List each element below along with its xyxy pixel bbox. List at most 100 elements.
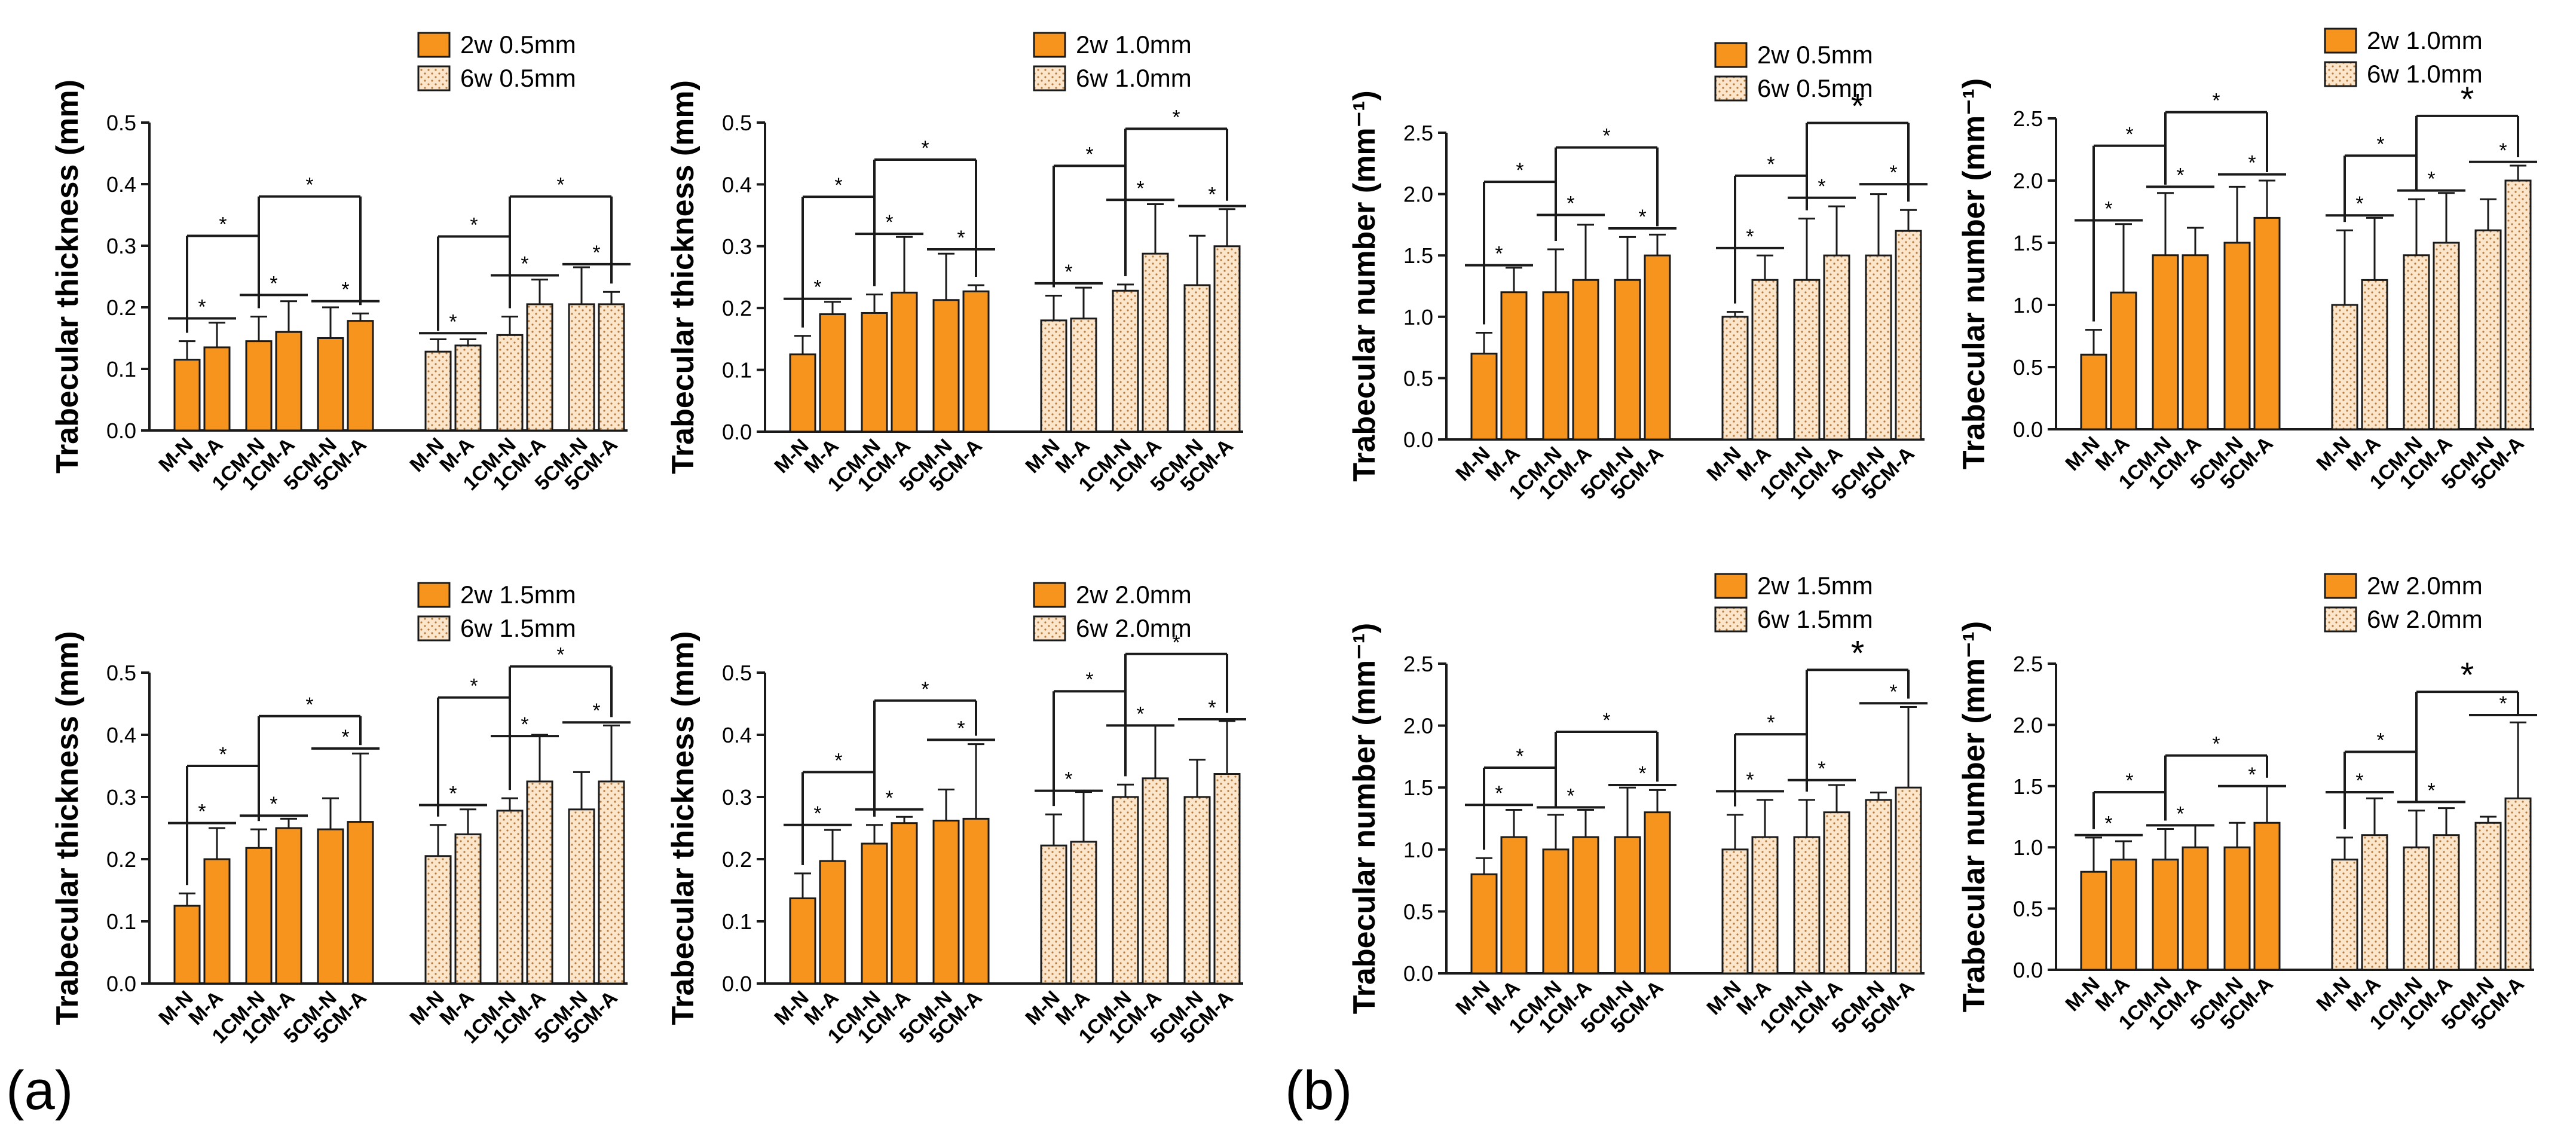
significance-star: * xyxy=(1516,745,1523,768)
legend-swatch-2w xyxy=(1033,582,1066,608)
bar-6w-m-a xyxy=(1751,279,1779,441)
bar-2w-1cm-a xyxy=(275,827,302,985)
bar-6w-1cm-n xyxy=(1112,796,1139,985)
y-axis-title: Trabecular number (mm⁻¹) xyxy=(1957,78,1991,469)
bar-2w-5cm-n xyxy=(932,299,960,433)
bar-6w-1cm-n xyxy=(1793,836,1821,975)
significance-star: * xyxy=(556,174,564,197)
significance-star: * xyxy=(521,252,528,275)
legend-swatch-2w xyxy=(1714,573,1748,599)
legend-label: 2w 1.5mm xyxy=(460,581,576,609)
bar-2w-m-n xyxy=(173,905,201,985)
bar-6w-1cm-n xyxy=(2403,846,2430,971)
bar-2w-m-a xyxy=(2110,291,2137,430)
chart-6: 0.0 0.5 1.0 1.5 2.0 2.5 Trabecular number (mm⁻… xyxy=(1957,26,2537,494)
bar-2w-1cm-a xyxy=(2182,846,2209,971)
significance-star: * xyxy=(2176,164,2184,187)
bar-6w-m-n xyxy=(424,350,452,432)
significance-star: * xyxy=(2461,80,2474,119)
y-tick-label: 2.0 xyxy=(1403,714,1433,738)
bar-2w-1cm-a xyxy=(1572,836,1599,975)
y-tick-label: 0.0 xyxy=(106,972,136,996)
significance-star: * xyxy=(1851,634,1865,673)
bar-6w-1cm-a xyxy=(2433,834,2460,971)
y-tick-label: 0.0 xyxy=(722,972,752,996)
significance-star: * xyxy=(957,227,965,249)
significance-star: * xyxy=(341,279,349,301)
significance-star: * xyxy=(1085,143,1093,166)
bar-2w-1cm-a xyxy=(891,291,918,433)
bar-2w-m-a xyxy=(203,858,231,985)
legend-swatch-6w xyxy=(1033,615,1066,642)
bar-2w-m-n xyxy=(2080,871,2107,971)
y-tick-label: 0.2 xyxy=(722,847,752,872)
significance-star: * xyxy=(1851,87,1865,126)
legend-label: 6w 2.0mm xyxy=(2367,605,2483,633)
significance-star: * xyxy=(921,678,929,701)
significance-star: * xyxy=(305,694,313,716)
bar-6w-m-n xyxy=(2331,859,2358,971)
y-tick-label: 0.3 xyxy=(722,785,752,810)
significance-star: * xyxy=(592,700,600,722)
legend-label: 6w 1.5mm xyxy=(460,614,576,642)
bar-6w-m-n xyxy=(2331,304,2358,430)
significance-star: * xyxy=(1495,243,1503,265)
legend-swatch-6w xyxy=(2324,61,2357,87)
significance-star: * xyxy=(219,213,227,236)
y-tick-label: 0.3 xyxy=(106,785,136,810)
bar-6w-1cm-a xyxy=(526,780,553,985)
significance-star: * xyxy=(2499,139,2507,162)
y-axis-title: Trabecular number (mm⁻¹) xyxy=(1347,90,1382,481)
legend-swatch-2w xyxy=(2324,573,2357,599)
bar-2w-5cm-n xyxy=(932,820,960,985)
bar-2w-m-a xyxy=(2110,859,2137,971)
bar-2w-1cm-n xyxy=(2152,859,2179,971)
bar-2w-m-n xyxy=(789,897,816,985)
significance-star: * xyxy=(470,214,478,237)
significance-star: * xyxy=(957,717,965,740)
significance-star: * xyxy=(1638,206,1646,228)
y-tick-label: 1.5 xyxy=(1403,243,1433,268)
bar-2w-5cm-a xyxy=(1644,811,1671,975)
bar-2w-m-a xyxy=(1500,836,1528,975)
bar-2w-1cm-a xyxy=(1572,279,1599,441)
bar-6w-1cm-a xyxy=(1823,811,1850,975)
bar-2w-5cm-n xyxy=(317,337,344,432)
significance-star: * xyxy=(1889,161,1897,184)
y-tick-label: 2.5 xyxy=(1403,121,1433,145)
legend-label: 2w 0.5mm xyxy=(1757,41,1873,69)
legend-swatch-6w xyxy=(1033,65,1066,91)
chart-4: 0.0 0.1 0.2 0.3 0.4 0.5 Trabecular thickness (… xyxy=(666,581,1246,1048)
significance-star: * xyxy=(1602,709,1610,732)
chart-5: 0.0 0.5 1.0 1.5 2.0 2.5 Trabecular number (mm⁻… xyxy=(1347,41,1928,504)
y-tick-label: 2.5 xyxy=(2013,106,2043,131)
significance-star: * xyxy=(1567,784,1574,807)
bar-2w-5cm-n xyxy=(1614,836,1641,975)
bar-6w-1cm-n xyxy=(1793,279,1821,441)
y-tick-label: 0.5 xyxy=(2013,355,2043,380)
significance-star: * xyxy=(2427,168,2435,191)
legend-label: 2w 1.5mm xyxy=(1757,572,1873,600)
significance-star: * xyxy=(1064,261,1072,283)
significance-star: * xyxy=(1767,153,1775,176)
significance-star: * xyxy=(1085,668,1093,691)
y-tick-label: 0.0 xyxy=(1403,427,1433,452)
y-axis-title: Trabecular thickness (mm) xyxy=(50,631,85,1025)
bar-6w-m-a xyxy=(1070,317,1097,433)
legend-label: 6w 1.5mm xyxy=(1757,605,1873,633)
significance-star: * xyxy=(2104,813,2112,835)
bar-2w-5cm-a xyxy=(1644,254,1671,441)
legend-swatch-2w xyxy=(1033,32,1066,58)
bar-2w-5cm-a xyxy=(2253,216,2281,430)
y-tick-label: 1.0 xyxy=(2013,835,2043,860)
panel-label-b: (b) xyxy=(1285,1060,1352,1121)
y-tick-label: 1.0 xyxy=(1403,838,1433,862)
significance-star: * xyxy=(1172,631,1180,654)
significance-star: * xyxy=(2248,764,2256,786)
significance-star: * xyxy=(449,783,457,805)
legend-swatch-6w xyxy=(417,615,451,642)
significance-star: * xyxy=(1136,703,1144,725)
legend-label: 6w 0.5mm xyxy=(460,64,576,92)
bar-6w-5cm-n xyxy=(1865,799,1892,975)
y-tick-label: 0.4 xyxy=(106,172,136,197)
